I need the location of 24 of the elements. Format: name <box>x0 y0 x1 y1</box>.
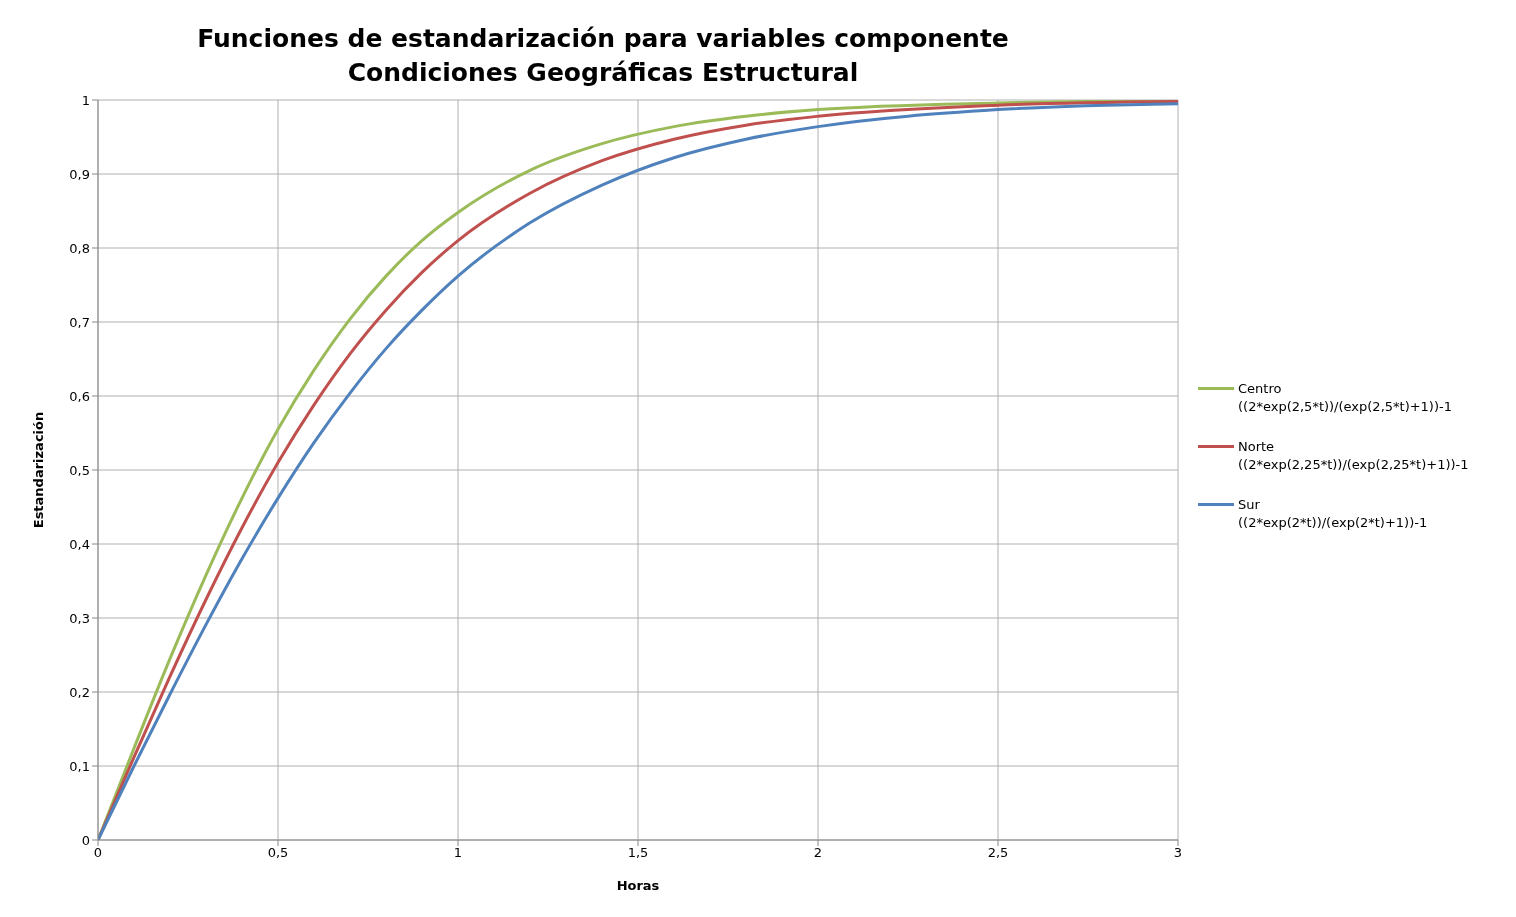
y-tick-label: 0,1 <box>69 758 90 774</box>
y-tick-label: 0,5 <box>69 462 90 478</box>
y-tick-label: 0,7 <box>69 314 90 330</box>
x-tick-label: 2 <box>813 845 823 861</box>
y-tick-label: 0,2 <box>69 684 90 700</box>
y-axis-title: Estandarización <box>30 411 46 529</box>
x-tick-label: 1,5 <box>627 845 649 861</box>
legend-label: Centro ((2*exp(2,5*t))/(exp(2,5*t)+1))-1 <box>1238 380 1452 416</box>
legend-label: Norte ((2*exp(2,25*t))/(exp(2,25*t)+1))-1 <box>1238 438 1469 474</box>
x-tick-label: 2,5 <box>987 845 1009 861</box>
y-tick-label: 1 <box>81 92 90 108</box>
x-tick-label: 1 <box>453 845 463 861</box>
chart-title: Funciones de estandarización para variables componente Condiciones Geográficas Estructural <box>196 23 1010 89</box>
x-tick-label: 0,5 <box>267 845 289 861</box>
y-tick-label: 0 <box>81 832 90 848</box>
legend-label: Sur ((2*exp(2*t))/(exp(2*t)+1))-1 <box>1238 496 1428 532</box>
y-tick-label: 0,6 <box>69 388 90 404</box>
x-axis-title: Horas <box>616 878 660 893</box>
x-tick-label: 0 <box>93 845 103 861</box>
y-tick-label: 0,8 <box>69 240 90 256</box>
y-tick-label: 0,9 <box>69 166 90 182</box>
y-tick-label: 0,4 <box>69 536 90 552</box>
x-tick-label: 3 <box>1173 845 1183 861</box>
y-tick-label: 0,3 <box>69 610 90 626</box>
